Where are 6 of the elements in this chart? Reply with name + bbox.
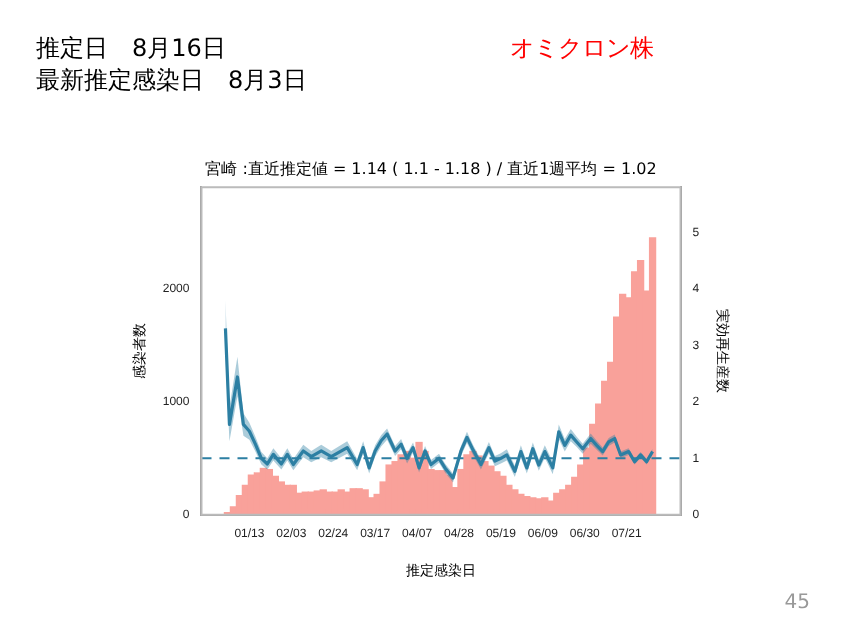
text: 45 — [784, 592, 810, 614]
text: 最新推定感染日 8月3日 — [36, 64, 307, 98]
bar — [648, 237, 657, 515]
chart-title: 宮崎 :直近推定値 = 1.14 ( 1.1 - 1.18 ) / 直近1週平均 = 1.02 — [205, 159, 657, 178]
text: 推定日 8月16日 — [36, 32, 226, 66]
text: オミクロン株 — [510, 32, 654, 66]
